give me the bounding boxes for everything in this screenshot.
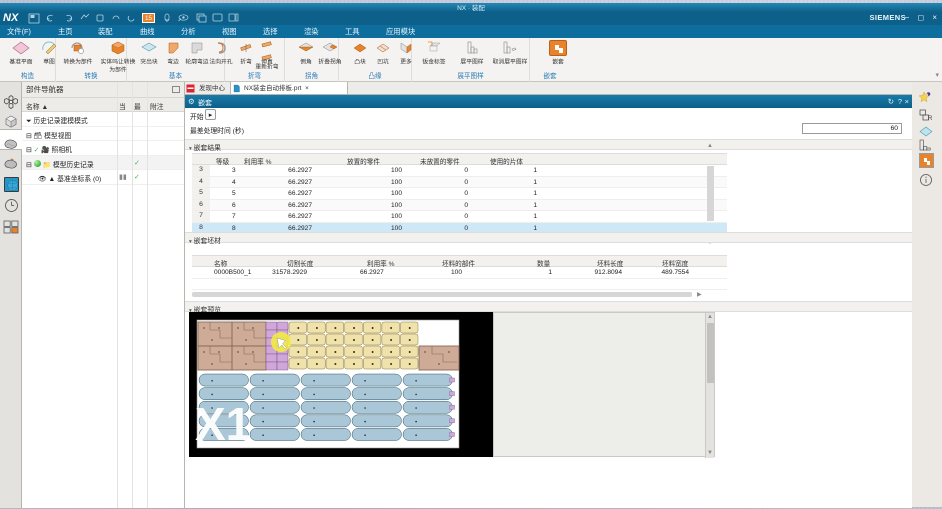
svg-text:X1: X1 (195, 398, 251, 450)
